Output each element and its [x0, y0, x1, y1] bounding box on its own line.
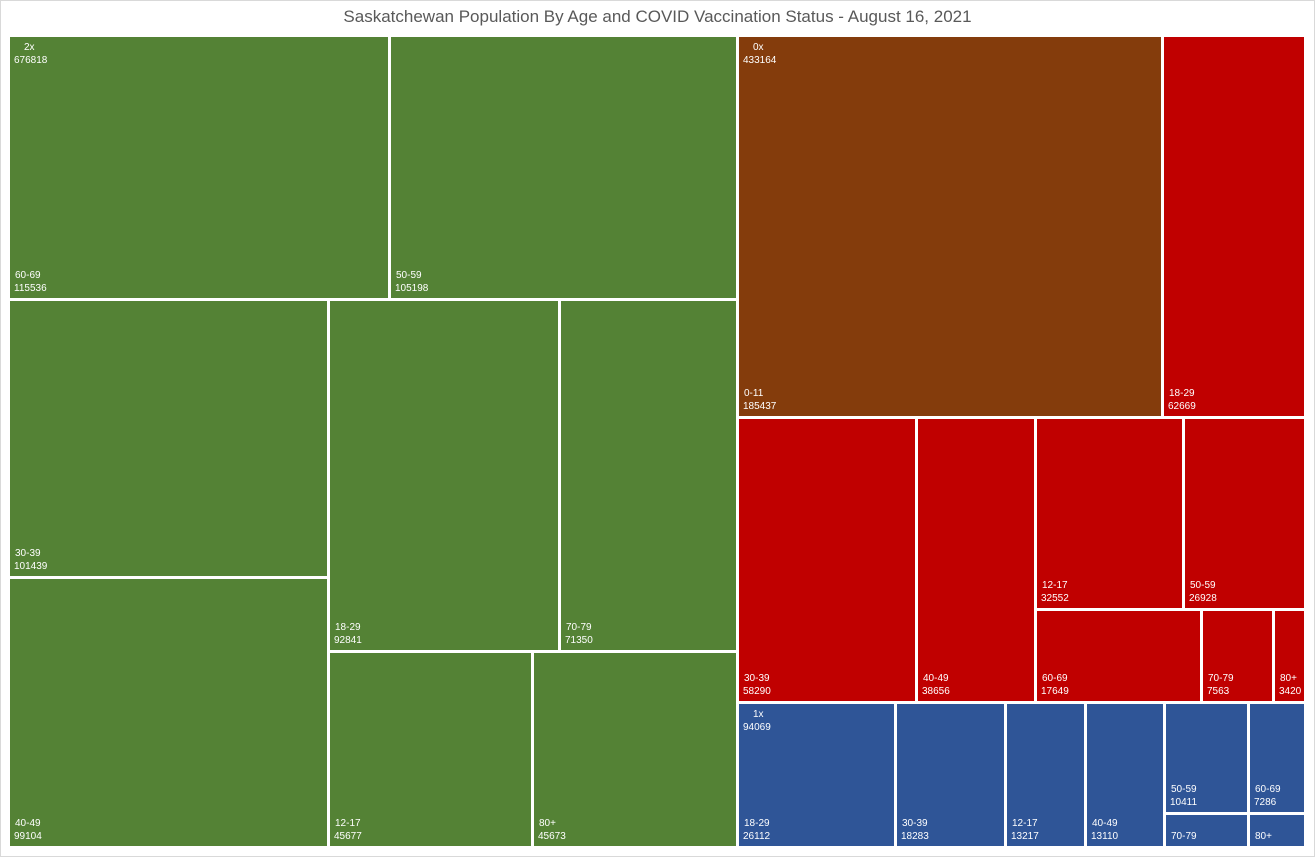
tile-0x-70-79: 70-79 7563 — [1201, 609, 1274, 703]
tile-2x-18-29: 18-29 92841 — [328, 299, 560, 652]
tile-value: 115536 — [14, 283, 47, 294]
tile-label: 60-69 — [1042, 673, 1068, 684]
tile-0x-0-11: 0x 433164 0-11 185437 — [737, 35, 1163, 418]
tile-value: 45677 — [334, 831, 362, 842]
tile-0x-80plus: 80+ 3420 — [1273, 609, 1306, 703]
tile-label: 0-11 — [744, 388, 764, 399]
tile-label: 50-59 — [1171, 784, 1197, 795]
tile-value: 105198 — [395, 283, 429, 294]
tile-value: 101439 — [14, 561, 48, 572]
tile-label: 18-29 — [744, 818, 770, 829]
tile-value: 62669 — [1168, 401, 1196, 412]
tile-value: 71350 — [565, 635, 593, 646]
tile-value: 7286 — [1254, 797, 1277, 808]
group-name-label: 1x — [753, 709, 764, 720]
tile-2x-80plus: 80+ 45673 — [532, 651, 738, 848]
tile-1x-30-39: 30-39 18283 — [895, 702, 1006, 848]
tile-label: 80+ — [539, 818, 556, 829]
tile-label: 60-69 — [1255, 784, 1281, 795]
tile-label: 30-39 — [902, 818, 928, 829]
tile-label: 12-17 — [1012, 818, 1038, 829]
group-name-label: 0x — [753, 42, 764, 53]
tile-label: 60-69 — [15, 270, 41, 281]
tile-label: 40-49 — [15, 818, 41, 829]
tile-2x-60-69: 2x 676818 60-69 115536 — [8, 35, 390, 300]
tile-1x-60-69: 60-69 7286 — [1248, 702, 1306, 814]
tile-value: 185437 — [743, 401, 777, 412]
tile-0x-40-49: 40-49 38656 — [916, 417, 1036, 703]
tile-label: 70-79 — [1208, 673, 1234, 684]
tile-1x-70-79: 70-79 — [1164, 813, 1249, 848]
tile-value: 18283 — [901, 831, 929, 842]
tile-label: 40-49 — [1092, 818, 1118, 829]
tile-2x-50-59: 50-59 105198 — [389, 35, 738, 300]
tile-label: 80+ — [1255, 831, 1272, 842]
tile-2x-70-79: 70-79 71350 — [559, 299, 738, 652]
tile-label: 80+ — [1280, 673, 1297, 684]
tile-label: 18-29 — [335, 622, 361, 633]
group-total-label: 94069 — [743, 722, 771, 733]
tile-label: 12-17 — [1042, 580, 1068, 591]
tile-label: 50-59 — [396, 270, 422, 281]
tile-1x-12-17: 12-17 13217 — [1005, 702, 1086, 848]
tile-0x-12-17: 12-17 32552 — [1035, 417, 1184, 610]
tile-0x-50-59: 50-59 26928 — [1183, 417, 1306, 610]
tile-value: 32552 — [1041, 593, 1069, 604]
tile-1x-18-29: 1x 94069 18-29 26112 — [737, 702, 896, 848]
tile-label: 70-79 — [1171, 831, 1197, 842]
tile-label: 12-17 — [335, 818, 361, 829]
tile-value: 26112 — [743, 831, 771, 842]
tile-1x-40-49: 40-49 13110 — [1085, 702, 1165, 848]
tile-label: 40-49 — [923, 673, 949, 684]
tile-label: 70-79 — [566, 622, 592, 633]
tile-value: 99104 — [14, 831, 42, 842]
tile-label: 18-29 — [1169, 388, 1195, 399]
tile-value: 38656 — [922, 686, 950, 697]
tile-value: 13110 — [1091, 831, 1119, 842]
tile-value: 58290 — [743, 686, 771, 697]
group-total-label: 676818 — [14, 55, 48, 66]
tile-value: 17649 — [1041, 686, 1069, 697]
chart-title: Saskatchewan Population By Age and COVID… — [343, 7, 972, 26]
tile-value: 13217 — [1011, 831, 1039, 842]
tile-label: 50-59 — [1190, 580, 1216, 591]
tile-label: 30-39 — [744, 673, 770, 684]
tile-0x-60-69: 60-69 17649 — [1035, 609, 1202, 703]
tile-1x-50-59: 50-59 10411 — [1164, 702, 1249, 814]
tile-label: 30-39 — [15, 548, 41, 559]
group-total-label: 433164 — [743, 55, 777, 66]
tile-0x-30-39: 30-39 58290 — [737, 417, 917, 703]
tile-2x-12-17: 12-17 45677 — [328, 651, 533, 848]
tile-value: 45673 — [538, 831, 566, 842]
tile-value: 3420 — [1279, 686, 1302, 697]
tile-value: 10411 — [1170, 797, 1198, 808]
tile-value: 7563 — [1207, 686, 1230, 697]
tile-value: 92841 — [334, 635, 362, 646]
tile-2x-40-49: 40-49 99104 — [8, 577, 329, 848]
tile-value: 26928 — [1189, 593, 1217, 604]
tile-0x-18-29: 18-29 62669 — [1162, 35, 1306, 418]
group-name-label: 2x — [24, 42, 35, 53]
tile-1x-80plus: 80+ — [1248, 813, 1306, 848]
tile-2x-30-39: 30-39 101439 — [8, 299, 329, 578]
